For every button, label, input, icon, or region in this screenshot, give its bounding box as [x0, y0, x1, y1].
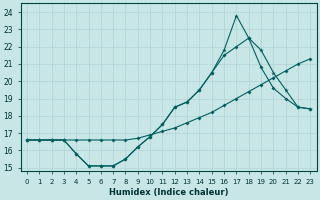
X-axis label: Humidex (Indice chaleur): Humidex (Indice chaleur): [109, 188, 228, 197]
